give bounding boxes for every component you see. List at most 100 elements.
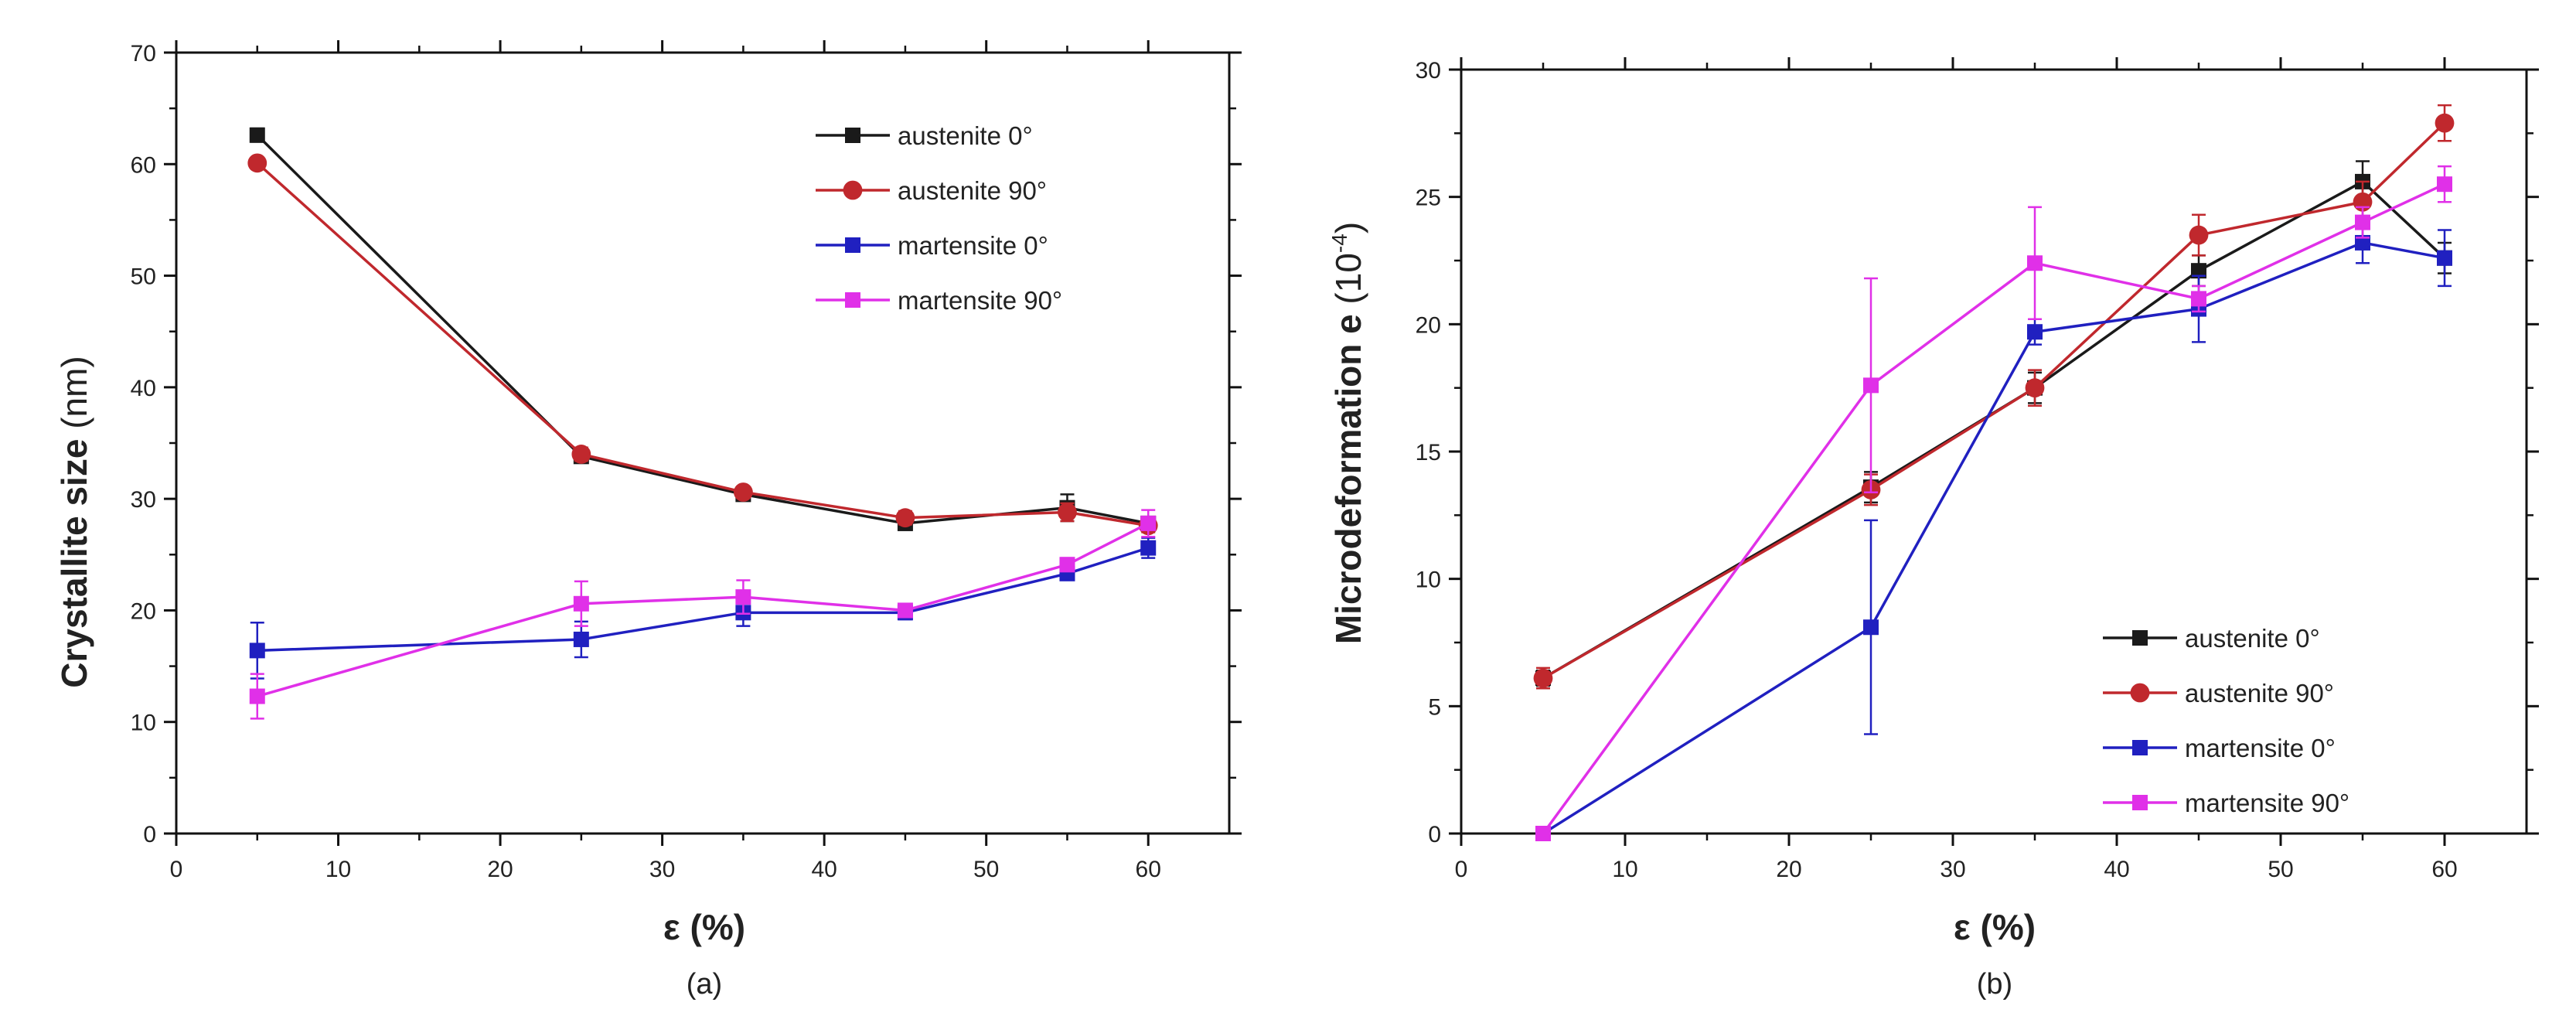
chart-panel-a: 0 10 20 30 40 50 60 0 10 20 30 40 50 60 70 Crystallite… [54, 40, 1242, 1001]
y-tick-label: 10 [131, 711, 156, 736]
legend-marker [2130, 683, 2150, 703]
data-point [249, 127, 265, 143]
series-line [257, 546, 1149, 653]
y-tick-label: 30 [131, 487, 156, 513]
series-austenite-90- [1533, 104, 2455, 690]
x-tick-label: 60 [2431, 857, 2457, 882]
series-austenite-90- [247, 153, 1158, 536]
data-point [2355, 234, 2370, 251]
chart-b-legend: austenite 0° austenite 90° martensite 0° ma… [2103, 624, 2349, 817]
y-tick-label: 20 [131, 598, 156, 624]
data-point [1533, 668, 1553, 688]
series-line [1542, 121, 2446, 680]
series-line [1542, 182, 2445, 835]
series-line [257, 522, 1150, 698]
series-line [1542, 241, 2445, 835]
data-point [2437, 176, 2452, 193]
y-tick-label: 40 [131, 376, 156, 401]
y-tick-label: 25 [1416, 186, 1441, 211]
data-point [1863, 619, 1879, 636]
data-point [733, 482, 753, 502]
data-point [1058, 503, 1077, 522]
data-point [1140, 515, 1157, 531]
x-tick-label: 30 [1940, 857, 1965, 882]
data-point [2025, 378, 2045, 398]
svg-text:Microdeformation e (10-4): Microdeformation e (10-4) [1327, 222, 1368, 644]
legend-label: martensite 0° [2185, 734, 2336, 762]
y-tick-label: 60 [131, 152, 156, 178]
data-point [247, 153, 267, 173]
data-point [1535, 826, 1551, 841]
svg-text:Crystallite size (nm): Crystallite size (nm) [54, 356, 94, 688]
x-tick-label: 20 [1776, 857, 1801, 882]
data-point [897, 602, 913, 619]
legend-marker [2132, 630, 2148, 646]
x-tick-label: 10 [1612, 857, 1637, 882]
data-point [2355, 214, 2370, 230]
series-line [256, 134, 1149, 525]
chart-panel-b: 0 10 20 30 40 50 60 0 5 10 15 20 25 30 Microdeformati… [1327, 57, 2539, 1001]
chart-a-y-axis-label: Crystallite size (nm) [54, 356, 94, 688]
legend-label: austenite 0° [2185, 624, 2320, 653]
data-point [2189, 225, 2209, 245]
x-tick-label: 30 [649, 857, 675, 882]
data-point [2435, 113, 2455, 133]
series-austenite-0- [1535, 160, 2452, 687]
chart-a-series [247, 127, 1158, 720]
chart-b-y-axis-label: Microdeformation e (10-4) [1327, 222, 1368, 644]
series-martensite-0- [249, 537, 1157, 680]
y-tick-label: 50 [131, 264, 156, 290]
x-tick-label: 0 [1455, 857, 1468, 882]
data-point [895, 508, 915, 528]
legend-marker [2132, 795, 2148, 810]
plot-frame [175, 51, 1231, 835]
chart-b-axes: 0 10 20 30 40 50 60 0 5 10 15 20 25 30 [1416, 57, 2539, 882]
y-tick-label: 10 [1416, 568, 1441, 593]
legend-marker [843, 180, 863, 200]
y-tick-label: 20 [1416, 312, 1441, 338]
data-point [2191, 263, 2206, 279]
x-tick-label: 50 [973, 857, 999, 882]
legend-label: austenite 90° [2185, 679, 2334, 707]
series-line [1542, 179, 2446, 680]
legend-label: martensite 0° [898, 231, 1048, 260]
y-tick-label: 30 [1416, 58, 1441, 84]
chart-a-x-axis-label: ε (%) [663, 907, 745, 947]
chart-a-legend: austenite 0° austenite 90° martensite 0° ma… [816, 121, 1062, 315]
data-point [735, 589, 751, 605]
x-tick-label: 50 [2268, 857, 2293, 882]
data-point [571, 445, 591, 464]
data-point [2027, 324, 2043, 340]
x-tick-label: 60 [1136, 857, 1161, 882]
legend-marker [845, 128, 860, 143]
chart-a-panel-label: (a) [687, 968, 722, 1001]
legend-label: austenite 0° [898, 121, 1033, 150]
chart-b-panel-label: (b) [1977, 968, 2012, 1001]
data-point [249, 688, 265, 704]
series-martensite-90- [1535, 165, 2452, 841]
x-tick-label: 40 [2104, 857, 2129, 882]
data-point [1140, 540, 1157, 556]
x-tick-label: 0 [170, 857, 183, 882]
legend-marker [2132, 740, 2148, 755]
y-tick-label: 0 [1428, 822, 1441, 847]
chart-b-series [1533, 104, 2455, 841]
y-tick-label: 0 [143, 822, 156, 847]
chart-a-axes: 0 10 20 30 40 50 60 0 10 20 30 40 50 60 70 [131, 40, 1242, 882]
y-tick-label: 15 [1416, 440, 1441, 465]
legend-marker [845, 237, 860, 253]
series-martensite-90- [249, 509, 1157, 720]
data-point [1059, 557, 1075, 573]
x-tick-label: 10 [325, 857, 351, 882]
data-point [2027, 255, 2043, 271]
data-point [573, 595, 589, 612]
data-point [1863, 377, 1879, 394]
data-point [573, 631, 589, 647]
data-point [2437, 250, 2452, 266]
legend-label: austenite 90° [898, 176, 1047, 205]
y-tick-label: 70 [131, 41, 156, 66]
series-line [256, 162, 1149, 527]
x-tick-label: 40 [811, 857, 837, 882]
legend-marker [845, 292, 860, 308]
